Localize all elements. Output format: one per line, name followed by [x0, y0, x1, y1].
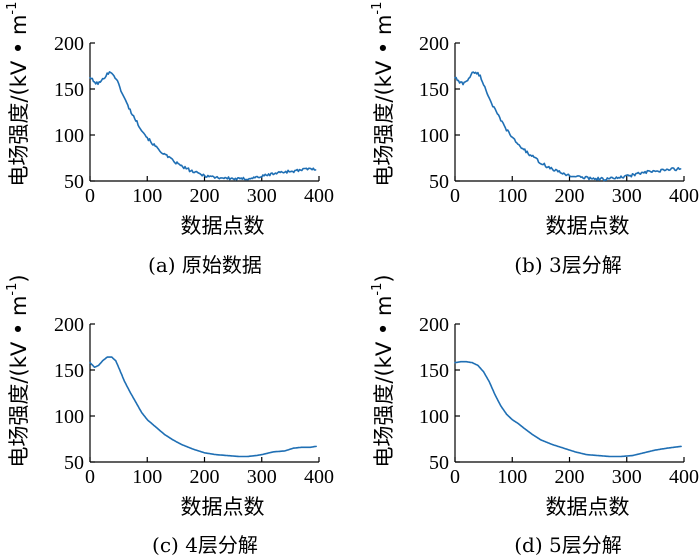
x-tick-label: 400 [304, 466, 334, 488]
panel-caption: (b) 3层分解 [514, 253, 622, 277]
y-axis-label-exponent: -1 [370, 2, 385, 15]
y-tick-label: 200 [419, 314, 449, 336]
y-axis-label-main: 电场强度/(kV • m [372, 296, 396, 468]
x-tick-label: 400 [669, 466, 699, 488]
y-axis-label-main: 电场强度/(kV • m [7, 296, 31, 468]
y-tick-label: 150 [54, 79, 84, 101]
x-tick-label: 300 [612, 466, 642, 488]
x-tick-label: 0 [450, 466, 460, 488]
x-tick-label: 300 [247, 466, 277, 488]
x-axis-label: 数据点数 [181, 214, 265, 238]
x-tick-label: 300 [612, 185, 642, 207]
y-axis-label-close: ) [7, 274, 31, 282]
y-tick-label: 100 [419, 406, 449, 428]
chart-panel-2: 0 100 200 300 400 50 100 150 200 数据点数 电场强度/(kV • m… [370, 0, 700, 277]
y-tick-label: 200 [54, 33, 84, 55]
y-axis-label-close: ) [7, 0, 31, 2]
y-axis-label-exponent: -1 [5, 2, 20, 15]
x-tick-label: 200 [190, 466, 220, 488]
y-tick-label: 50 [429, 452, 449, 474]
x-axis-label: 数据点数 [546, 495, 630, 519]
panel-caption: (c) 4层分解 [152, 533, 258, 557]
y-axis-label: 电场强度/(kV • m-1) [370, 0, 397, 187]
y-tick-label: 100 [54, 406, 84, 428]
y-tick-label: 200 [419, 33, 449, 55]
x-tick-label: 200 [555, 466, 585, 488]
chart-panel-3: 0 100 200 300 400 50 100 150 200 数据点数 电场强度/(kV • m… [5, 274, 335, 557]
y-axis-label-main: 电场强度/(kV • m [372, 15, 396, 187]
y-axis-label-close: ) [372, 0, 396, 2]
panel-caption: (d) 5层分解 [514, 533, 622, 557]
panel-caption: (a) 原始数据 [148, 253, 262, 277]
chart-panel-1: 0 100 200 300 400 50 100 150 200 数据点数 电场强度/(kV • m… [5, 0, 335, 277]
series-line [89, 356, 317, 458]
y-axis-label-main: 电场强度/(kV • m [7, 15, 31, 187]
chart-panel-4: 0 100 200 300 400 50 100 150 200 数据点数 电场强度/(kV • m… [370, 274, 700, 557]
y-axis-label-exponent: -1 [370, 283, 385, 296]
y-axis-label-exponent: -1 [5, 283, 20, 296]
y-tick-label: 100 [54, 125, 84, 147]
x-tick-label: 100 [132, 185, 162, 207]
y-axis-label: 电场强度/(kV • m-1) [370, 274, 397, 467]
x-axis-label: 数据点数 [181, 495, 265, 519]
y-tick-label: 150 [419, 79, 449, 101]
x-tick-label: 0 [85, 466, 95, 488]
x-axis-label: 数据点数 [546, 214, 630, 238]
x-tick-label: 100 [497, 185, 527, 207]
y-axis-label-close: ) [372, 274, 396, 282]
y-tick-label: 50 [64, 452, 84, 474]
y-tick-label: 100 [419, 125, 449, 147]
x-tick-label: 200 [190, 185, 220, 207]
y-tick-label: 150 [54, 360, 84, 382]
x-tick-label: 400 [669, 185, 699, 207]
series-line [89, 71, 317, 181]
y-tick-label: 200 [54, 314, 84, 336]
x-tick-label: 100 [132, 466, 162, 488]
x-tick-label: 300 [247, 185, 277, 207]
series-line [454, 71, 682, 182]
x-tick-label: 0 [450, 185, 460, 207]
x-tick-label: 400 [304, 185, 334, 207]
y-tick-label: 150 [419, 360, 449, 382]
y-tick-label: 50 [64, 171, 84, 193]
x-tick-label: 100 [497, 466, 527, 488]
x-tick-label: 0 [85, 185, 95, 207]
y-tick-label: 50 [429, 171, 449, 193]
y-axis-label: 电场强度/(kV • m-1) [5, 0, 32, 187]
x-tick-label: 200 [555, 185, 585, 207]
series-line [454, 360, 682, 458]
y-axis-label: 电场强度/(kV • m-1) [5, 274, 32, 467]
